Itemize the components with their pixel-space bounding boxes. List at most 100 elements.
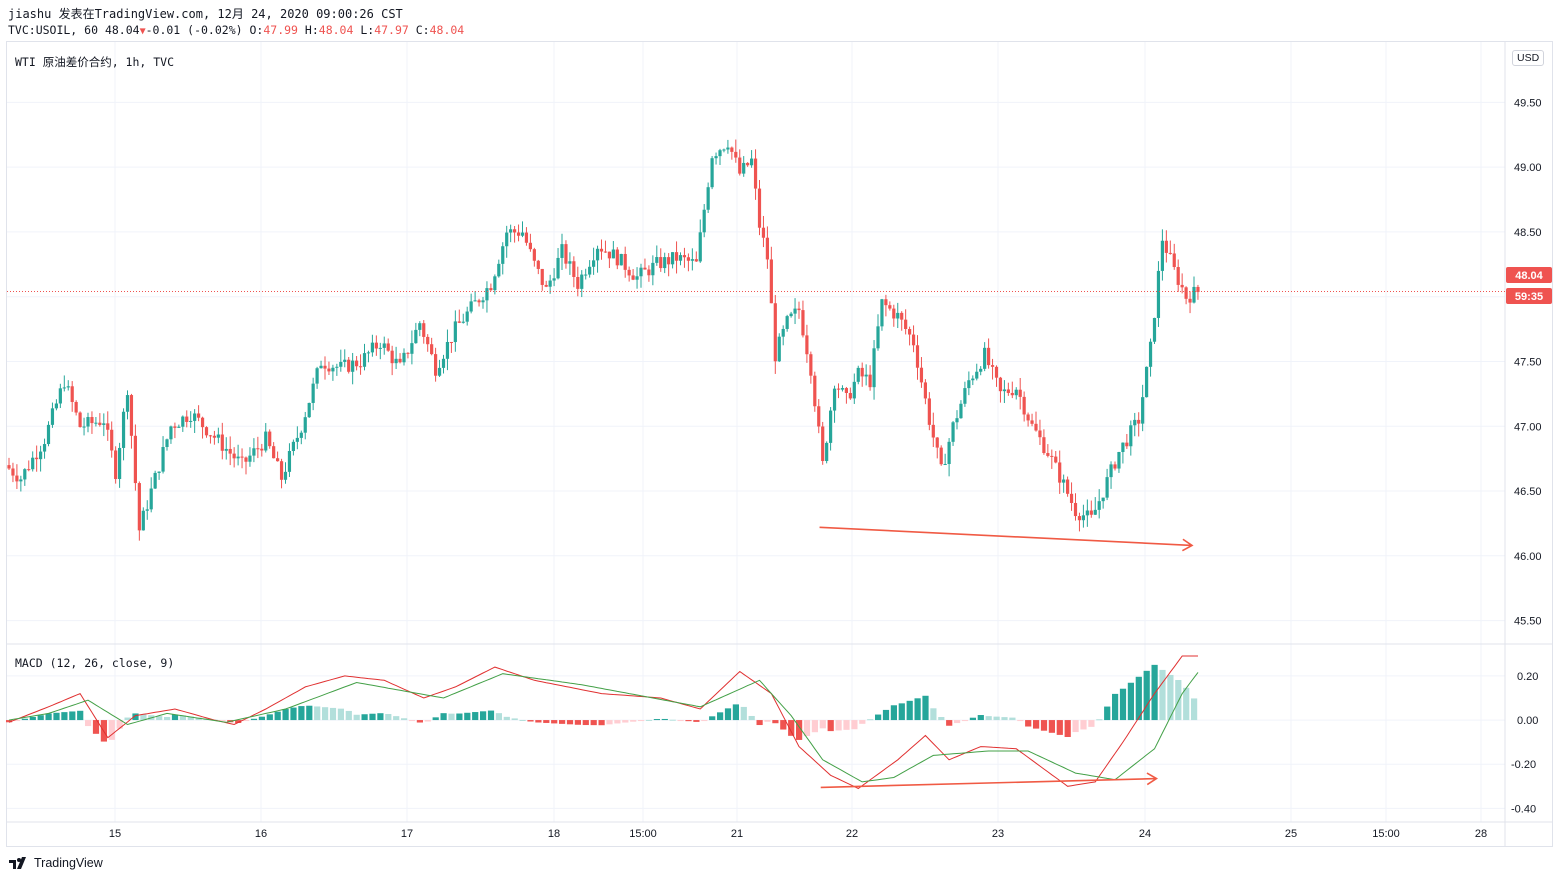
pane-title: WTI 原油差价合约, 1h, TVC	[15, 55, 174, 69]
histogram-bar	[748, 715, 755, 721]
candle-body	[576, 276, 580, 289]
tradingview-logo[interactable]: TradingView	[8, 856, 103, 870]
open-value: 47.99	[263, 23, 298, 37]
histogram-bar	[851, 720, 858, 730]
candle-body	[888, 305, 892, 309]
candle-body	[358, 366, 363, 368]
candle-body	[651, 262, 655, 276]
time-axis[interactable]: 15 16 17 18 15:00 21 22 23 24 25 15:00 28	[109, 828, 1487, 840]
candle-body	[362, 353, 367, 367]
candle-body	[157, 471, 161, 473]
candle-body	[398, 358, 402, 363]
histogram-bar	[630, 720, 637, 722]
candle-body	[1109, 464, 1113, 478]
histogram-bar	[1040, 720, 1048, 731]
price-tick-label: 47.00	[1514, 421, 1542, 433]
candle-body	[291, 441, 295, 452]
candle-body	[710, 158, 714, 188]
histogram-bar	[440, 713, 447, 721]
candle-body	[335, 366, 339, 368]
candle-body	[564, 244, 568, 264]
price-change: -0.01 (-0.02%)	[145, 23, 243, 37]
candle-body	[726, 147, 730, 150]
candle-body	[951, 422, 955, 442]
candle-body	[990, 365, 995, 367]
candle-body	[603, 251, 608, 253]
candle-body	[394, 358, 398, 364]
candle-body	[943, 464, 947, 466]
candle-body	[1050, 455, 1054, 457]
histogram-bar	[803, 720, 811, 737]
candle-body	[532, 249, 536, 261]
candle-body	[746, 162, 750, 166]
histogram-bar	[969, 717, 976, 721]
candle-body	[1196, 286, 1200, 293]
trend-arrow-line	[819, 526, 1193, 547]
histogram-bar	[322, 707, 329, 721]
histogram-bar	[796, 720, 803, 740]
candle-body	[781, 328, 785, 337]
histogram-bar	[45, 713, 52, 721]
candle-body	[1058, 462, 1062, 483]
candle-body	[19, 479, 23, 482]
candle-body	[1129, 425, 1133, 447]
histogram-bar	[1127, 682, 1134, 721]
currency-badge[interactable]: USD	[1512, 50, 1545, 66]
svg-text:48.04: 48.04	[1515, 270, 1543, 282]
candle-body	[347, 359, 351, 372]
candle-body	[714, 156, 718, 159]
candle-body	[110, 429, 114, 451]
candle-body	[453, 321, 457, 343]
histogram-bar	[37, 715, 44, 721]
candle-body	[540, 268, 544, 285]
candle-body	[62, 387, 66, 389]
histogram-bar	[1088, 720, 1095, 727]
candle-body	[627, 269, 631, 276]
histogram-bar	[171, 714, 179, 721]
candle-body	[947, 441, 951, 465]
candle-body	[935, 437, 939, 448]
candle-body	[536, 260, 540, 269]
histogram-bar	[645, 719, 653, 721]
candle-body	[74, 401, 78, 413]
price-axis[interactable]: 49.5049.0048.5048.0047.5047.0046.5046.00…	[1514, 97, 1542, 627]
histogram-bar	[511, 718, 518, 721]
candle-body	[1014, 389, 1018, 396]
candle-body	[319, 365, 323, 369]
histogram-bar	[527, 720, 534, 722]
histogram-bar	[1135, 676, 1142, 721]
histogram-bar	[551, 720, 558, 724]
histogram-bar	[487, 710, 495, 721]
candle-body	[1137, 419, 1141, 424]
histogram-bar	[938, 717, 945, 721]
candle-body	[931, 424, 935, 438]
candle-body	[46, 424, 51, 445]
candle-body	[785, 316, 789, 329]
candle-body	[1105, 477, 1109, 498]
histogram-bar	[954, 720, 961, 724]
candle-body	[801, 310, 805, 336]
histogram-bar	[780, 720, 787, 730]
histogram-bar	[179, 715, 186, 721]
histogram-bar	[685, 720, 692, 722]
candle-body	[1066, 479, 1070, 494]
macd-axis[interactable]: 0.20 0.00 -0.20 -0.40	[1511, 671, 1538, 815]
low-value: 47.97	[374, 23, 409, 37]
histogram-bar	[614, 720, 621, 724]
down-triangle-icon: ▼	[139, 26, 146, 37]
histogram-bar	[772, 720, 779, 724]
candle-body	[615, 249, 619, 266]
candle-body	[671, 252, 675, 265]
time-tick-label: 22	[846, 828, 858, 840]
candle-body	[777, 336, 781, 362]
candle-body	[469, 301, 473, 312]
histogram-bar	[472, 712, 479, 721]
candle-body	[54, 403, 58, 409]
candle-body	[643, 267, 647, 270]
candle-body	[90, 417, 94, 424]
trend-arrow-head	[1181, 538, 1194, 552]
price-tick-label: 46.00	[1514, 551, 1542, 563]
candle-body	[568, 261, 572, 264]
candle-body	[1062, 479, 1066, 483]
